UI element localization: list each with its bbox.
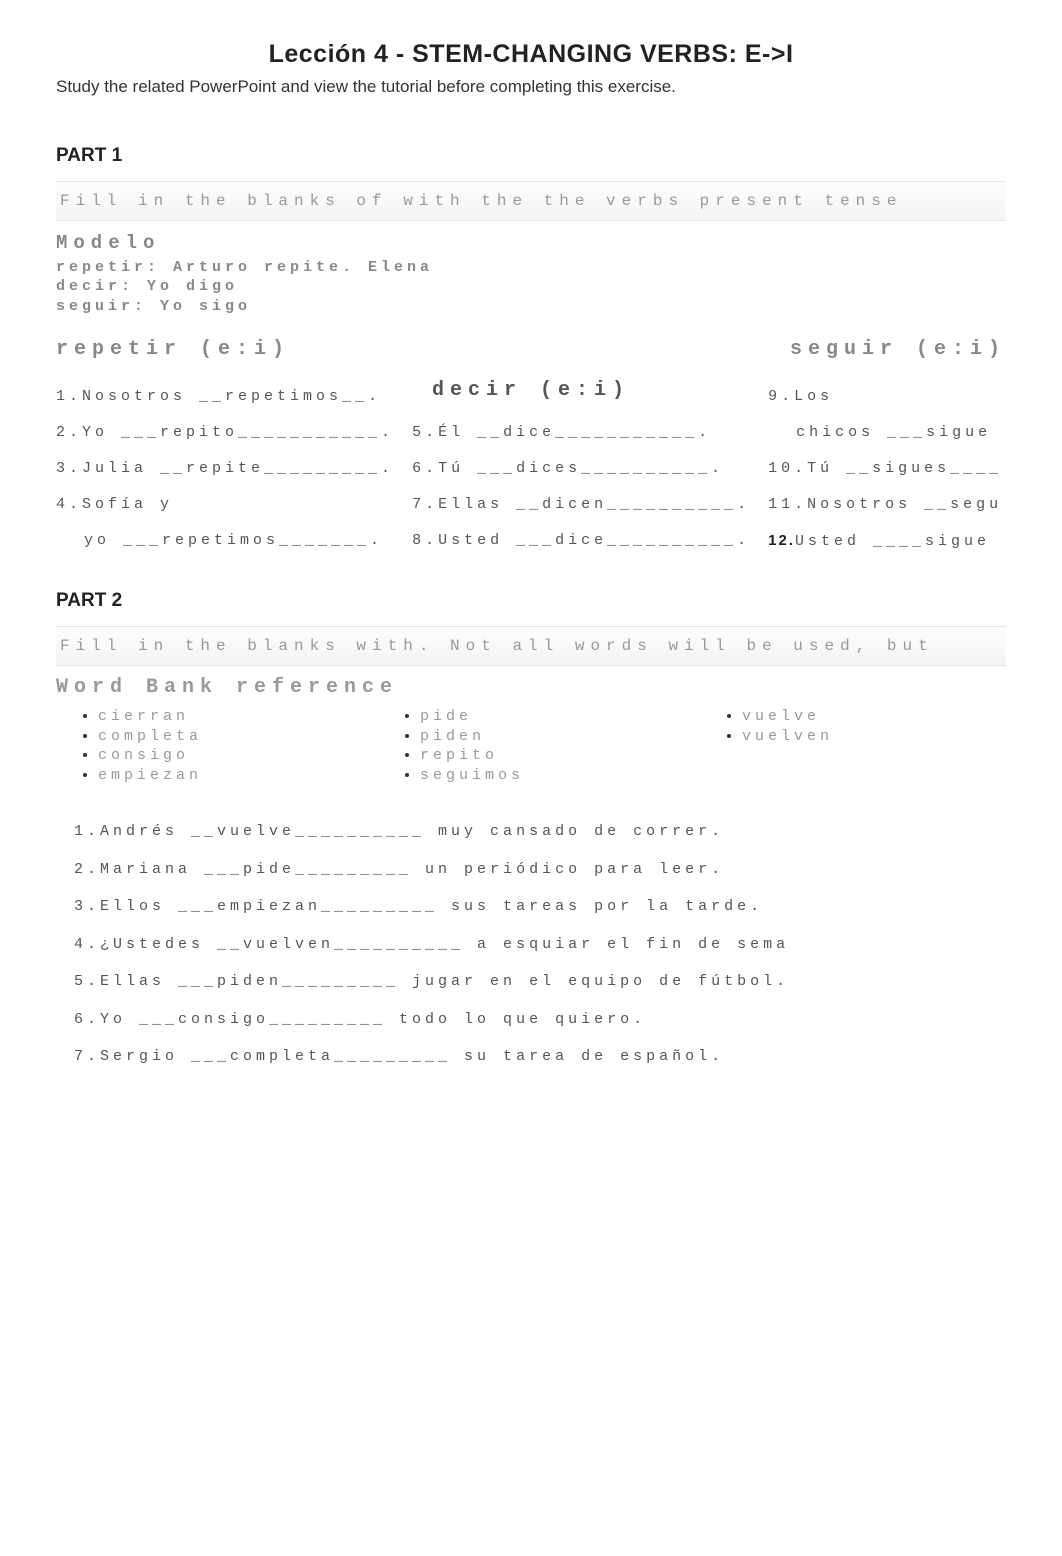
verb-heading-repetir: repetir (e:i) (56, 338, 290, 361)
col-decir: 5.Él __dice___________. 6.Tú ___dices___… (412, 379, 750, 560)
p1-item-5: 5.Él __dice___________. (412, 415, 750, 451)
modelo-line-3: seguir: Yo sigo (56, 297, 1006, 317)
wordbank-col-1: cierran completa consigo empiezan (80, 707, 362, 785)
wb-item: vuelven (742, 727, 1006, 747)
page-title: Lección 4 - STEM-CHANGING VERBS: E->I (56, 40, 1006, 69)
p2-item-4: 4.¿Ustedes __vuelven__________ a esquiar… (74, 926, 1006, 964)
p2-item-1: 1.Andrés __vuelve__________ muy cansado … (74, 813, 1006, 851)
p2-item-2: 2.Mariana ___pide_________ un periódico … (74, 851, 1006, 889)
p1-item-4b: yo ___repetimos_______. (56, 523, 394, 559)
wb-item: pide (420, 707, 684, 727)
wordbank-title: Word Bank reference (56, 676, 1006, 699)
page-subtitle: Study the related PowerPoint and view th… (56, 77, 1006, 97)
modelo-line-2: decir: Yo digo (56, 277, 1006, 297)
wb-item: completa (98, 727, 362, 747)
p2-item-7: 7.Sergio ___completa_________ su tarea d… (74, 1038, 1006, 1076)
modelo-title: Modelo (56, 231, 1006, 256)
part2-heading: PART 2 (56, 590, 1006, 612)
modelo-line-1: repetir: Arturo repite. Elena (56, 258, 1006, 278)
p2-item-5: 5.Ellas ___piden_________ jugar en el eq… (74, 963, 1006, 1001)
part2-instruction: Fill in the blanks with. Not all words w… (56, 626, 1006, 666)
part2-list: 1.Andrés __vuelve__________ muy cansado … (56, 813, 1006, 1076)
p1-item-6: 6.Tú ___dices__________. (412, 451, 750, 487)
wb-item: empiezan (98, 766, 362, 786)
part1-columns: decir (e:i) 1.Nosotros __repetimos__. 2.… (56, 379, 1006, 560)
wb-item: consigo (98, 746, 362, 766)
p2-item-6: 6.Yo ___consigo_________ todo lo que qui… (74, 1001, 1006, 1039)
wb-item: piden (420, 727, 684, 747)
p1-item-9: 9.Los (768, 379, 1006, 415)
p1-item-10: 10.Tú __sigues____ (768, 451, 1006, 487)
col-repetir: 1.Nosotros __repetimos__. 2.Yo ___repito… (56, 379, 394, 560)
wb-item: repito (420, 746, 684, 766)
p1-item-11: 11.Nosotros __segu (768, 487, 1006, 523)
p2-item-3: 3.Ellos ___empiezan_________ sus tareas … (74, 888, 1006, 926)
p1-item-4: 4.Sofía y (56, 487, 394, 523)
p1-item-9b: chicos ___sigue (768, 415, 1006, 451)
wordbank-columns: cierran completa consigo empiezan pide p… (56, 707, 1006, 785)
page: Lección 4 - STEM-CHANGING VERBS: E->I St… (0, 0, 1062, 1556)
wordbank-col-2: pide piden repito seguimos (402, 707, 684, 785)
verb-heading-decir: decir (e:i) (432, 379, 630, 402)
p1-item-8: 8.Usted ___dice__________. (412, 523, 750, 559)
p1-item-12: 12.Usted ____sigue (768, 523, 1006, 560)
wb-item: seguimos (420, 766, 684, 786)
p1-item-2: 2.Yo ___repito___________. (56, 415, 394, 451)
wb-item: cierran (98, 707, 362, 727)
verb-headings: repetir (e:i) seguir (e:i) (56, 338, 1006, 361)
wordbank-col-3: vuelve vuelven (724, 707, 1006, 785)
part1-instruction: Fill in the blanks of with the the verbs… (56, 181, 1006, 221)
verb-heading-seguir: seguir (e:i) (790, 338, 1006, 361)
p1-item-7: 7.Ellas __dicen__________. (412, 487, 750, 523)
modelo-block: Modelo repetir: Arturo repite. Elena dec… (56, 231, 1006, 316)
part1-heading: PART 1 (56, 145, 1006, 167)
wb-item: vuelve (742, 707, 1006, 727)
p1-item-3: 3.Julia __repite_________. (56, 451, 394, 487)
col-seguir: 9.Los chicos ___sigue 10.Tú __sigues____… (768, 379, 1006, 560)
p1-item-1: 1.Nosotros __repetimos__. (56, 379, 394, 415)
